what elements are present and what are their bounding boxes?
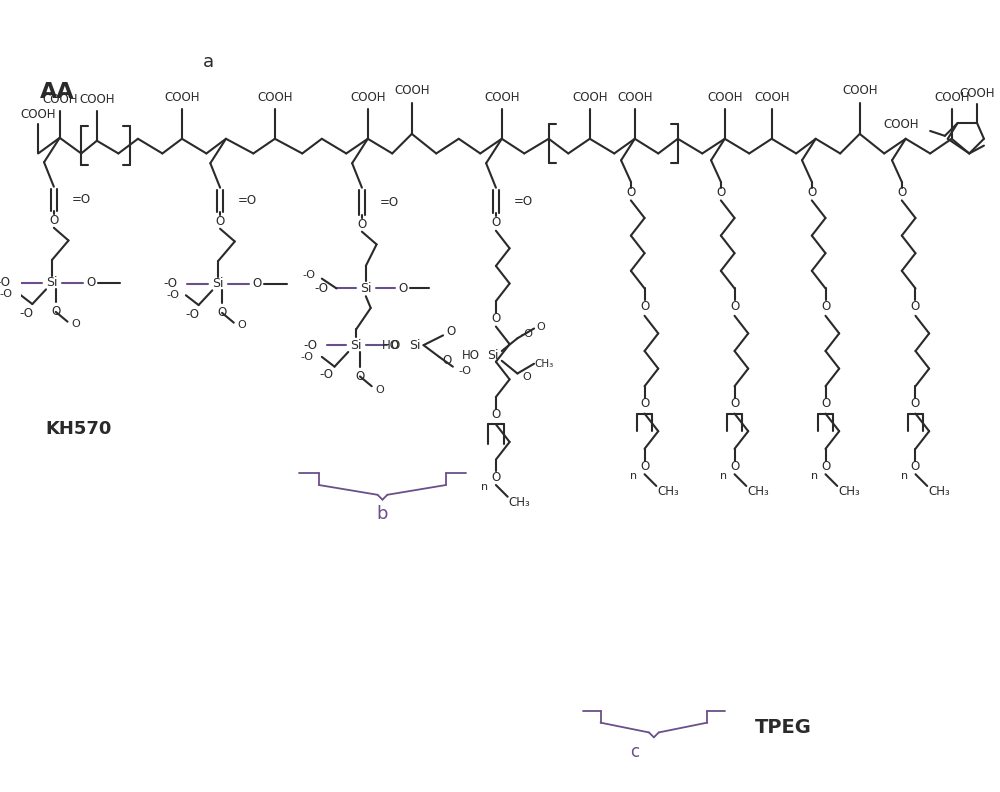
Text: COOH: COOH xyxy=(572,91,608,105)
Text: O: O xyxy=(215,215,225,228)
Text: O: O xyxy=(626,186,635,199)
Text: Si: Si xyxy=(409,339,420,352)
Text: O: O xyxy=(355,370,365,383)
Text: Si: Si xyxy=(487,349,499,363)
Text: -O: -O xyxy=(459,366,472,375)
Text: O: O xyxy=(237,320,246,329)
Text: O: O xyxy=(821,299,830,313)
Text: =O: =O xyxy=(238,194,257,207)
Text: O: O xyxy=(730,299,739,313)
Text: -O: -O xyxy=(186,308,200,322)
Text: Si: Si xyxy=(360,282,372,295)
Text: COOH: COOH xyxy=(20,108,56,121)
Text: COOH: COOH xyxy=(79,93,115,106)
Text: a: a xyxy=(203,54,214,71)
Text: O: O xyxy=(537,322,545,332)
Text: COOH: COOH xyxy=(350,91,386,105)
Text: COOH: COOH xyxy=(934,91,969,105)
Text: -O: -O xyxy=(163,277,177,290)
Text: -O: -O xyxy=(0,289,13,299)
Text: CH₃: CH₃ xyxy=(838,485,860,498)
Text: O: O xyxy=(640,460,649,473)
Text: Si: Si xyxy=(46,276,58,289)
Text: O: O xyxy=(491,312,501,326)
Text: CH₃: CH₃ xyxy=(747,485,769,498)
Text: O: O xyxy=(217,307,227,319)
Text: O: O xyxy=(897,186,906,199)
Text: O: O xyxy=(253,277,262,290)
Text: n: n xyxy=(811,471,818,482)
Text: COOH: COOH xyxy=(394,85,430,97)
Text: COOH: COOH xyxy=(617,91,653,105)
Text: O: O xyxy=(86,276,96,289)
Text: O: O xyxy=(730,398,739,410)
Text: O: O xyxy=(491,408,501,421)
Text: AA: AA xyxy=(40,82,75,102)
Text: COOH: COOH xyxy=(164,91,200,105)
Text: O: O xyxy=(71,318,80,329)
Text: TPEG: TPEG xyxy=(755,718,812,737)
Text: =O: =O xyxy=(380,196,399,209)
Text: O: O xyxy=(491,470,501,484)
Text: -O: -O xyxy=(166,290,179,300)
Text: COOH: COOH xyxy=(842,85,877,97)
Text: n: n xyxy=(630,471,637,482)
Text: O: O xyxy=(911,299,920,313)
Text: O: O xyxy=(821,398,830,410)
Text: n: n xyxy=(901,471,908,482)
Text: CH₃: CH₃ xyxy=(509,496,530,509)
Text: HO: HO xyxy=(462,349,480,363)
Text: O: O xyxy=(807,186,816,199)
Text: -O: -O xyxy=(300,352,313,362)
Text: -O: -O xyxy=(0,276,11,289)
Text: -O: -O xyxy=(320,368,334,381)
Text: COOH: COOH xyxy=(42,93,77,106)
Text: n: n xyxy=(720,471,727,482)
Text: O: O xyxy=(911,398,920,410)
Text: b: b xyxy=(377,505,388,524)
Text: HO: HO xyxy=(382,339,400,352)
Text: O: O xyxy=(640,299,649,313)
Text: O: O xyxy=(398,282,408,295)
Text: O: O xyxy=(51,306,60,318)
Text: CH₃: CH₃ xyxy=(928,485,950,498)
Text: n: n xyxy=(481,482,488,492)
Text: Si: Si xyxy=(350,339,362,352)
Text: O: O xyxy=(491,216,501,230)
Text: Si: Si xyxy=(212,277,224,290)
Text: O: O xyxy=(821,460,830,473)
Text: COOH: COOH xyxy=(707,91,743,105)
Text: O: O xyxy=(357,219,367,231)
Text: O: O xyxy=(716,186,725,199)
Text: O: O xyxy=(391,339,400,352)
Text: -O: -O xyxy=(521,329,534,340)
Text: O: O xyxy=(640,398,649,410)
Text: COOH: COOH xyxy=(883,117,918,131)
Text: -O: -O xyxy=(315,282,329,295)
Text: -O: -O xyxy=(302,270,315,280)
Text: O: O xyxy=(446,325,456,338)
Text: CH₃: CH₃ xyxy=(657,485,679,498)
Text: -O: -O xyxy=(303,339,317,352)
Text: COOH: COOH xyxy=(754,91,789,105)
Text: O: O xyxy=(375,385,384,395)
Text: =O: =O xyxy=(71,193,91,206)
Text: KH570: KH570 xyxy=(45,421,111,438)
Text: c: c xyxy=(630,743,639,761)
Text: COOH: COOH xyxy=(959,87,995,101)
Text: CH₃: CH₃ xyxy=(534,359,553,369)
Text: O: O xyxy=(730,460,739,473)
Text: -O: -O xyxy=(19,307,33,320)
Text: O: O xyxy=(442,354,452,367)
Text: COOH: COOH xyxy=(484,91,520,105)
Text: O: O xyxy=(911,460,920,473)
Text: =O: =O xyxy=(514,195,533,208)
Text: O: O xyxy=(523,372,532,383)
Text: COOH: COOH xyxy=(257,91,293,105)
Text: O: O xyxy=(49,215,58,227)
